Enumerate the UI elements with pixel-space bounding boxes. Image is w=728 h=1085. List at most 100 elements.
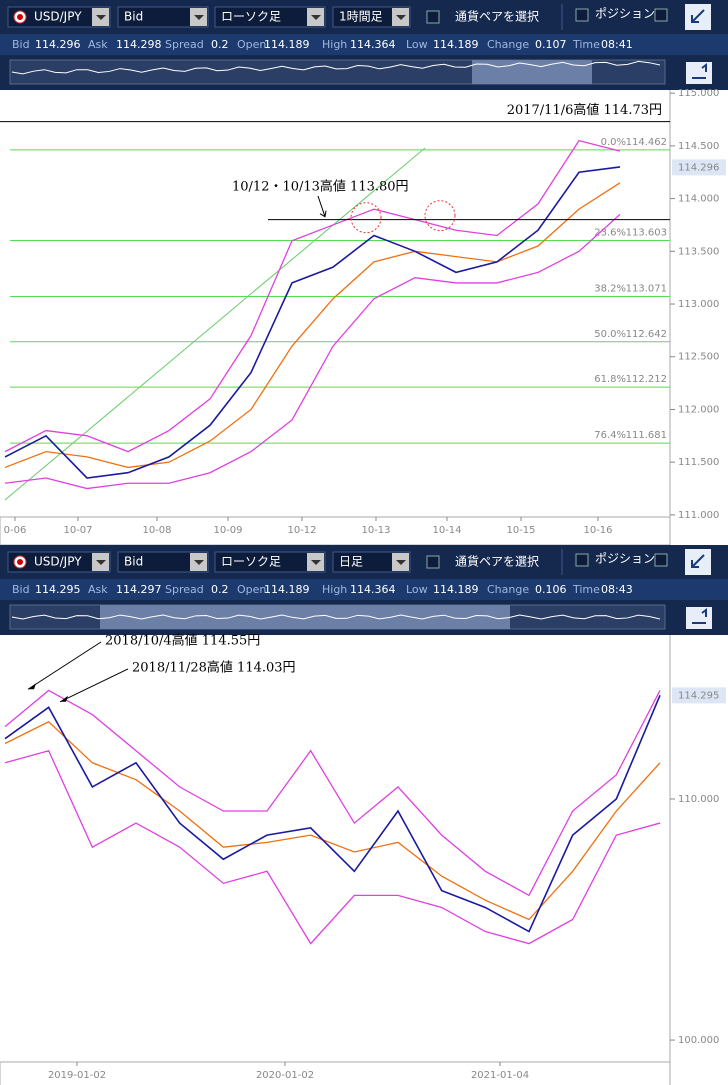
y-tick-label: 115.000 <box>678 88 719 99</box>
price-line <box>4 213 621 490</box>
quote-value: 08:41 <box>601 38 633 51</box>
quote-label: Bid <box>12 38 30 51</box>
panel: USD/JPY Bid ローソク足 日足 通貨ペアを選択 ポジション Bid 114.295 A… <box>0 545 728 1085</box>
arrow-icon <box>96 560 106 565</box>
y-tick-label: 114.500 <box>678 141 719 152</box>
pair-select-label: 通貨ペアを選択 <box>455 554 539 569</box>
arrow-icon <box>396 15 406 20</box>
quote-label: Low <box>406 38 428 51</box>
y-tick-label: 112.000 <box>678 404 719 415</box>
nav-icon <box>692 608 707 624</box>
fib-price: 112.642 <box>626 329 667 340</box>
price-line <box>4 166 621 479</box>
checkbox[interactable] <box>575 8 589 22</box>
quote-label: Ask <box>88 38 108 51</box>
icon-button[interactable] <box>654 8 668 22</box>
quote-value: 114.295 <box>35 583 81 596</box>
nav-icon <box>692 63 707 79</box>
x-tick-label: 2020-01-02 <box>256 1070 314 1081</box>
quote-label: Change <box>487 583 529 596</box>
quote-value: 08:43 <box>601 583 633 596</box>
quote-bar <box>0 34 728 55</box>
x-tick-label: 10-14 <box>432 525 461 536</box>
checkbox[interactable] <box>426 555 440 569</box>
quote-label: Change <box>487 38 529 51</box>
chart-area <box>0 90 728 517</box>
arrow-icon <box>691 554 705 568</box>
timeframe[interactable] <box>332 551 411 573</box>
price-type[interactable] <box>117 6 209 28</box>
quote-value: 114.189 <box>264 38 310 51</box>
fib-level: 50.0% <box>594 329 626 340</box>
arrow-icon <box>194 15 204 20</box>
quote-label: Time <box>572 583 600 596</box>
fib-price: 114.462 <box>626 137 667 148</box>
arrow <box>317 195 327 218</box>
time-axis <box>0 516 671 546</box>
arrow-icon <box>96 15 106 20</box>
x-tick-label: 2019-01-02 <box>48 1070 106 1081</box>
timeframe-text: 1時間足 <box>339 10 383 24</box>
time-axis <box>0 1061 671 1085</box>
flag-dot <box>17 14 23 20</box>
y-tick-label: 100.000 <box>678 1035 719 1046</box>
quote-value: 0.2 <box>211 38 229 51</box>
x-tick-label: 2021-01-04 <box>471 1070 529 1081</box>
quote-value: 0.106 <box>535 583 567 596</box>
quote-value: 114.189 <box>264 583 310 596</box>
nav-button[interactable] <box>686 607 712 629</box>
price-line <box>4 182 621 469</box>
timeframe-text: 日足 <box>339 555 363 569</box>
x-tick-label: 10-12 <box>287 525 316 536</box>
fib-level: 0.0% <box>601 137 626 148</box>
quote-value: 114.189 <box>433 38 479 51</box>
current-price-box <box>672 159 726 176</box>
pair-select[interactable] <box>7 551 111 573</box>
navigator-line <box>11 614 661 620</box>
checkbox[interactable] <box>575 553 589 567</box>
quote-value: 114.298 <box>116 38 162 51</box>
y-tick-label: 112.500 <box>678 352 719 363</box>
annotation: 10/12・10/13高値 113.80円 <box>232 179 409 195</box>
arrow-icon <box>396 560 406 565</box>
quote-label: Spread <box>165 583 204 596</box>
navigator-window[interactable] <box>100 605 510 629</box>
pair-select-text: USD/JPY <box>34 555 82 569</box>
fib-price: 113.071 <box>626 284 667 295</box>
y-tick-label: 110.000 <box>678 794 719 805</box>
pair-select[interactable] <box>7 6 111 28</box>
nav-button[interactable] <box>686 62 712 84</box>
quote-value: 114.297 <box>116 583 162 596</box>
quote-label: Time <box>572 38 600 51</box>
chart-type[interactable] <box>214 551 326 573</box>
fib-level: 61.8% <box>594 374 626 385</box>
quote-value: 114.296 <box>35 38 81 51</box>
x-tick-label: 10-13 <box>361 525 390 536</box>
y-tick-label: 113.500 <box>678 246 719 257</box>
fib-level: 38.2% <box>594 284 626 295</box>
fib-level: 76.4% <box>594 430 626 441</box>
arrow <box>59 668 129 703</box>
navigator-window[interactable] <box>472 60 592 84</box>
chart-type[interactable] <box>214 6 326 28</box>
icon-button[interactable] <box>654 553 668 567</box>
panel: USD/JPY Bid ローソク足 1時間足 通貨ペアを選択 ポジション Bid 114.29… <box>0 0 728 546</box>
quote-label: Open <box>237 583 266 596</box>
arrow <box>27 641 102 690</box>
price-type[interactable] <box>117 551 209 573</box>
checkbox[interactable] <box>426 10 440 24</box>
arrow-icon <box>311 15 321 20</box>
price-type-text: Bid <box>124 555 143 569</box>
quote-label: High <box>322 583 347 596</box>
fib-level: 23.6% <box>594 227 626 238</box>
quote-value: 114.189 <box>433 583 479 596</box>
quote-value: 114.364 <box>350 583 396 596</box>
arrow-head <box>28 683 36 690</box>
x-tick-label: 10-15 <box>506 525 535 536</box>
y-tick-label: 111.500 <box>678 457 719 468</box>
timeframe[interactable] <box>332 6 411 28</box>
y-tick-label: 114.000 <box>678 194 719 205</box>
current-price-box <box>672 687 726 704</box>
arrow-icon <box>691 9 705 23</box>
